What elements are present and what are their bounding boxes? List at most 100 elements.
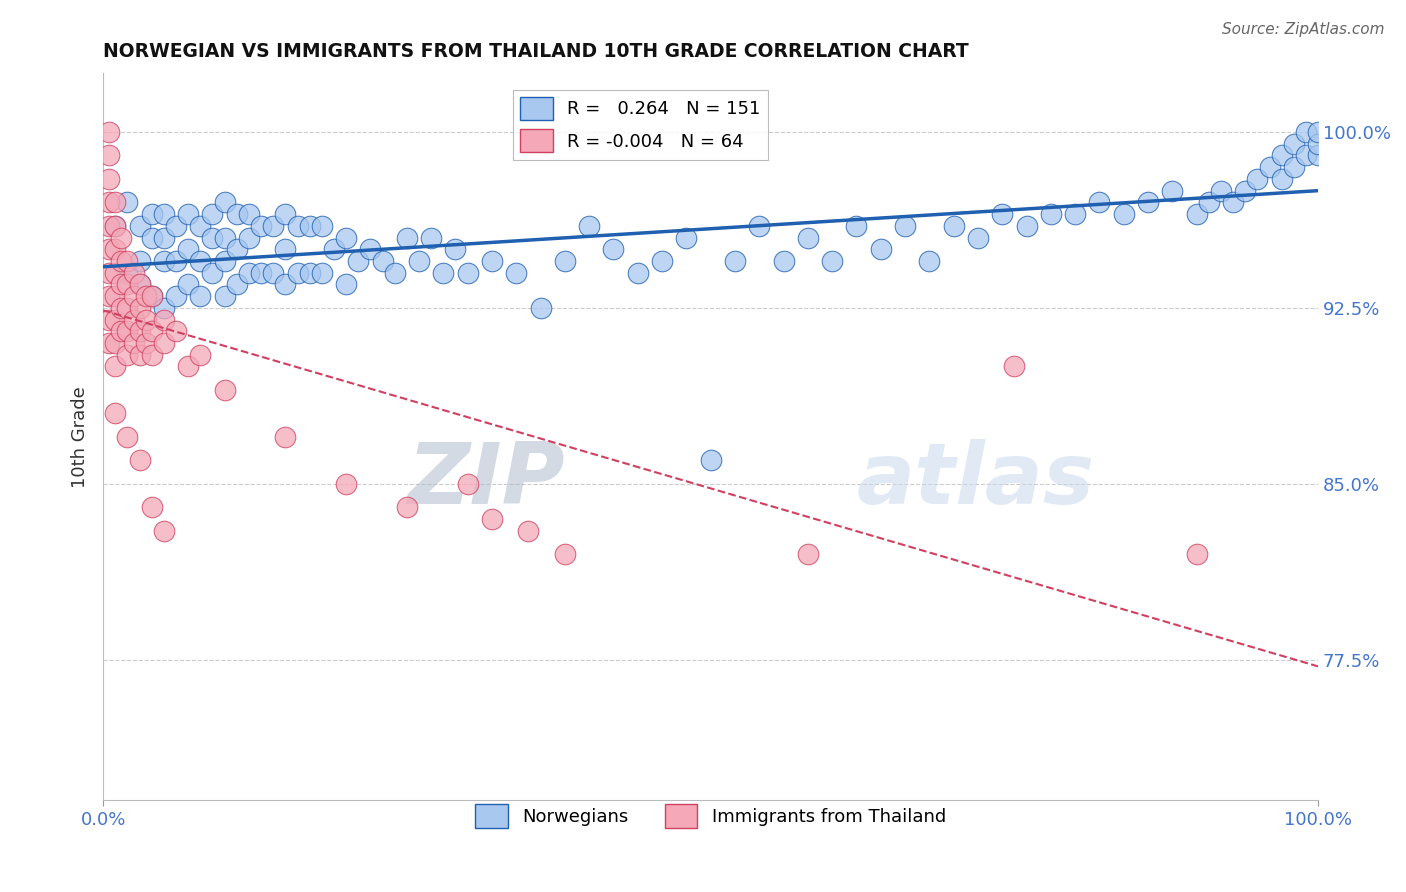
Point — [128, 453, 150, 467]
Point — [287, 219, 309, 233]
Point — [1137, 195, 1160, 210]
Point — [517, 524, 540, 538]
Point — [1308, 148, 1330, 162]
Point — [1088, 195, 1111, 210]
Point — [554, 547, 576, 561]
Point — [214, 289, 236, 303]
Point — [201, 266, 224, 280]
Point — [122, 336, 145, 351]
Point — [444, 242, 467, 256]
Point — [991, 207, 1014, 221]
Point — [98, 336, 121, 351]
Point — [165, 219, 187, 233]
Point — [724, 254, 747, 268]
Point — [408, 254, 430, 268]
Point — [335, 277, 357, 292]
Text: Source: ZipAtlas.com: Source: ZipAtlas.com — [1222, 22, 1385, 37]
Point — [153, 336, 176, 351]
Point — [104, 242, 127, 256]
Point — [748, 219, 770, 233]
Point — [1282, 160, 1305, 174]
Point — [1295, 125, 1317, 139]
Point — [104, 195, 127, 210]
Point — [651, 254, 673, 268]
Point — [98, 172, 121, 186]
Point — [335, 476, 357, 491]
Point — [122, 312, 145, 326]
Point — [110, 230, 132, 244]
Point — [274, 242, 297, 256]
Point — [529, 301, 551, 315]
Point — [110, 324, 132, 338]
Point — [141, 230, 163, 244]
Point — [942, 219, 965, 233]
Point — [177, 359, 200, 374]
Point — [153, 254, 176, 268]
Point — [104, 312, 127, 326]
Point — [117, 266, 139, 280]
Point — [274, 207, 297, 221]
Point — [554, 254, 576, 268]
Point — [214, 195, 236, 210]
Point — [262, 266, 284, 280]
Point — [1246, 172, 1268, 186]
Point — [238, 266, 260, 280]
Point — [122, 289, 145, 303]
Point — [238, 230, 260, 244]
Point — [214, 230, 236, 244]
Point — [117, 254, 139, 268]
Point — [797, 547, 820, 561]
Point — [395, 500, 418, 515]
Point — [117, 195, 139, 210]
Point — [1258, 160, 1281, 174]
Point — [188, 348, 211, 362]
Text: ZIP: ZIP — [408, 439, 565, 522]
Point — [98, 148, 121, 162]
Point — [122, 266, 145, 280]
Point — [627, 266, 650, 280]
Point — [384, 266, 406, 280]
Point — [1015, 219, 1038, 233]
Point — [347, 254, 370, 268]
Point — [250, 266, 273, 280]
Point — [110, 277, 132, 292]
Point — [177, 207, 200, 221]
Point — [395, 230, 418, 244]
Point — [135, 312, 157, 326]
Point — [104, 336, 127, 351]
Point — [457, 266, 479, 280]
Point — [821, 254, 844, 268]
Point — [104, 219, 127, 233]
Point — [117, 277, 139, 292]
Point — [298, 266, 321, 280]
Point — [135, 336, 157, 351]
Point — [225, 207, 247, 221]
Point — [432, 266, 454, 280]
Point — [225, 242, 247, 256]
Point — [141, 289, 163, 303]
Point — [141, 207, 163, 221]
Point — [214, 383, 236, 397]
Point — [104, 406, 127, 420]
Point — [1234, 184, 1257, 198]
Point — [153, 207, 176, 221]
Point — [117, 301, 139, 315]
Point — [238, 207, 260, 221]
Point — [335, 230, 357, 244]
Point — [1271, 148, 1294, 162]
Point — [797, 230, 820, 244]
Point — [323, 242, 346, 256]
Point — [1308, 125, 1330, 139]
Point — [104, 289, 127, 303]
Point — [153, 230, 176, 244]
Point — [117, 348, 139, 362]
Point — [602, 242, 624, 256]
Text: atlas: atlas — [856, 439, 1094, 522]
Point — [141, 500, 163, 515]
Point — [1209, 184, 1232, 198]
Point — [481, 512, 503, 526]
Point — [117, 324, 139, 338]
Point — [505, 266, 527, 280]
Point — [104, 219, 127, 233]
Legend: Norwegians, Immigrants from Thailand: Norwegians, Immigrants from Thailand — [468, 797, 953, 835]
